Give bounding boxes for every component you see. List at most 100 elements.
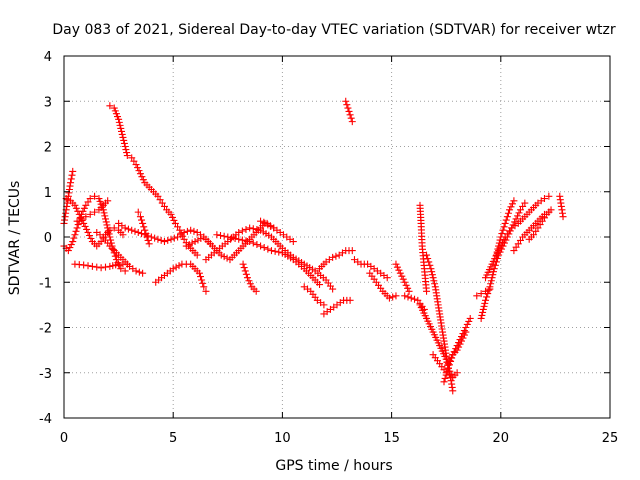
- data-point: [477, 290, 485, 298]
- data-point: [441, 374, 449, 382]
- data-point: [119, 231, 127, 239]
- data-point: [82, 213, 90, 221]
- data-point: [136, 213, 144, 221]
- data-point: [136, 170, 144, 178]
- data-point: [238, 236, 246, 244]
- x-tick-label: 20: [493, 431, 510, 446]
- data-point: [77, 213, 85, 221]
- data-point: [154, 235, 162, 243]
- data-point: [442, 355, 450, 363]
- data-point: [492, 251, 500, 259]
- data-point: [449, 387, 457, 395]
- series-arc3: [62, 195, 127, 250]
- data-point: [348, 118, 356, 126]
- data-point: [440, 378, 448, 386]
- data-point: [486, 283, 494, 291]
- data-point: [74, 207, 82, 215]
- data-point: [484, 290, 492, 298]
- data-point: [73, 217, 81, 225]
- series-arc33: [492, 197, 518, 259]
- data-point: [493, 248, 501, 256]
- data-point: [145, 240, 153, 248]
- data-point: [423, 251, 431, 259]
- y-tick-label: 1: [44, 186, 52, 201]
- data-point: [257, 242, 265, 250]
- data-point: [128, 226, 136, 234]
- data-point: [348, 247, 356, 255]
- data-point: [500, 223, 508, 231]
- data-point: [242, 237, 250, 245]
- data-point: [423, 287, 431, 295]
- data-point: [257, 217, 265, 225]
- series-arc6: [106, 102, 201, 259]
- data-point: [106, 262, 114, 270]
- data-point: [141, 226, 149, 234]
- data-point: [167, 210, 175, 218]
- data-point: [481, 299, 489, 307]
- data-point: [132, 267, 140, 275]
- series-arc34: [510, 208, 553, 255]
- data-point: [80, 204, 88, 212]
- data-point: [494, 245, 502, 253]
- data-point: [463, 320, 471, 328]
- data-point: [446, 357, 454, 365]
- data-point: [252, 287, 260, 295]
- data-point: [246, 238, 254, 246]
- data-point: [140, 223, 148, 231]
- data-point: [241, 267, 249, 275]
- data-point: [320, 301, 328, 309]
- data-point: [443, 368, 451, 376]
- data-point: [199, 279, 207, 287]
- data-point: [316, 281, 324, 289]
- data-point: [132, 161, 140, 169]
- data-point: [393, 263, 401, 271]
- data-point: [457, 337, 465, 345]
- data-point: [488, 274, 496, 282]
- series-arc5: [71, 260, 131, 272]
- data-point: [456, 340, 464, 348]
- data-point: [71, 231, 79, 239]
- data-point: [197, 273, 204, 281]
- data-point: [101, 212, 109, 220]
- data-point: [398, 272, 406, 280]
- data-point: [424, 254, 432, 262]
- data-point: [71, 201, 79, 209]
- x-tick-label: 0: [60, 431, 68, 446]
- data-point: [499, 226, 507, 234]
- data-point: [169, 265, 177, 273]
- data-point: [187, 226, 195, 234]
- data-point: [68, 171, 76, 179]
- data-point: [64, 247, 72, 255]
- data-point: [121, 267, 129, 275]
- data-point: [426, 261, 434, 269]
- data-point: [86, 210, 94, 218]
- data-point: [170, 216, 178, 224]
- data-point: [238, 227, 246, 235]
- data-point: [118, 127, 126, 135]
- y-axis-label: SDTVAR / TECUs: [7, 181, 23, 296]
- data-point: [121, 143, 129, 150]
- data-point: [85, 231, 93, 239]
- data-point: [385, 294, 393, 302]
- data-point: [157, 236, 165, 244]
- x-tick-label: 10: [274, 431, 291, 446]
- data-point: [227, 234, 235, 242]
- data-point: [116, 121, 124, 129]
- data-point: [100, 209, 108, 217]
- data-point: [460, 331, 468, 339]
- data-point: [75, 210, 83, 218]
- data-point: [88, 262, 96, 270]
- data-point: [74, 221, 82, 229]
- data-point: [194, 236, 202, 244]
- data-point: [91, 192, 99, 200]
- data-point: [97, 264, 105, 272]
- data-point: [131, 227, 139, 235]
- data-point: [442, 371, 450, 379]
- data-point: [91, 208, 99, 216]
- series-arc4: [73, 197, 112, 225]
- y-tick-label: -1: [39, 276, 52, 291]
- data-point: [139, 269, 147, 277]
- data-point: [180, 228, 188, 236]
- data-point: [118, 130, 126, 138]
- data-point: [235, 228, 243, 236]
